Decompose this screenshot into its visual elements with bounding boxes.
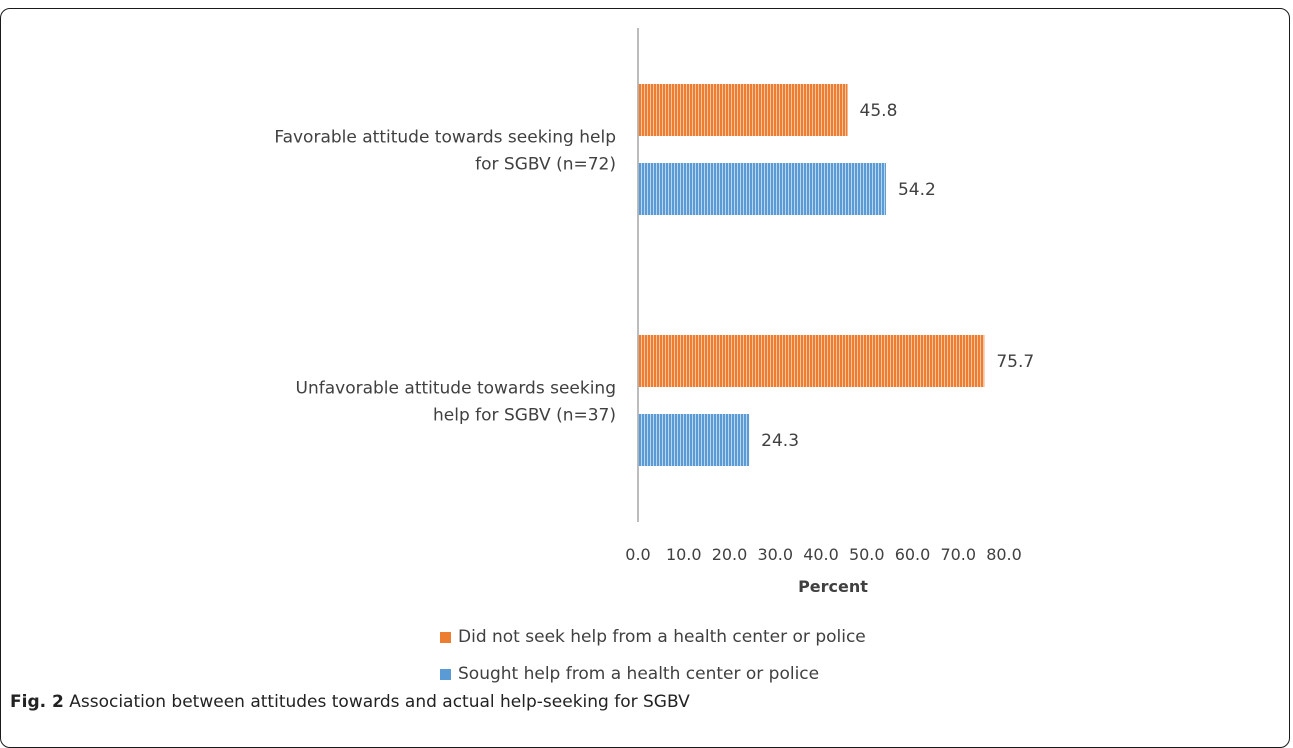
bars-group xyxy=(638,84,985,466)
legend-label-did-not-seek: Did not seek help from a health center o… xyxy=(458,627,866,647)
data-label-0-1: 54.2 xyxy=(898,180,936,200)
x-tick-label: 0.0 xyxy=(625,545,650,564)
bar-1-1 xyxy=(638,414,750,466)
x-tick-label: 30.0 xyxy=(757,545,793,564)
category-label-0-line-0: Favorable attitude towards seeking help xyxy=(274,128,616,148)
x-tick-label: 20.0 xyxy=(712,545,748,564)
figure-number: Fig. 2 xyxy=(10,692,64,712)
legend-swatch-orange xyxy=(440,631,451,643)
legend-item-did-not-seek: Did not seek help from a health center o… xyxy=(440,627,866,647)
bar-0-0 xyxy=(638,84,848,136)
data-label-1-0: 75.7 xyxy=(996,352,1034,372)
bar-0-1 xyxy=(638,163,886,215)
data-labels: 45.8 54.2 75.7 24.3 xyxy=(761,101,1034,451)
x-tick-label: 10.0 xyxy=(666,545,702,564)
x-tick-label: 60.0 xyxy=(895,545,931,564)
x-tick-label: 70.0 xyxy=(940,545,976,564)
legend-item-sought: Sought help from a health center or poli… xyxy=(440,664,819,684)
data-label-0-0: 45.8 xyxy=(860,101,898,121)
x-tick-label: 50.0 xyxy=(849,545,885,564)
data-label-1-1: 24.3 xyxy=(761,431,799,451)
figure-caption: Fig. 2 Association between attitudes tow… xyxy=(10,692,690,712)
category-label-1-line-1: help for SGBV (n=37) xyxy=(433,406,616,426)
category-label-0-line-1: for SGBV (n=72) xyxy=(475,155,616,175)
bar-chart: Favorable attitude towards seeking help f… xyxy=(274,28,1034,596)
category-labels: Favorable attitude towards seeking help f… xyxy=(274,128,616,426)
caption-text: Association between attitudes towards an… xyxy=(63,692,690,712)
x-tick-label: 40.0 xyxy=(803,545,839,564)
legend-label-sought: Sought help from a health center or poli… xyxy=(458,664,820,684)
x-tick-label: 80.0 xyxy=(986,545,1022,564)
legend-swatch-blue xyxy=(440,668,451,680)
x-axis-label: Percent xyxy=(798,577,868,596)
category-label-1-line-0: Unfavorable attitude towards seeking xyxy=(296,379,616,399)
x-tick-labels: 0.0 10.0 20.0 30.0 40.0 50.0 60.0 70.0 80.0 xyxy=(625,545,1022,564)
bar-1-0 xyxy=(638,335,985,387)
